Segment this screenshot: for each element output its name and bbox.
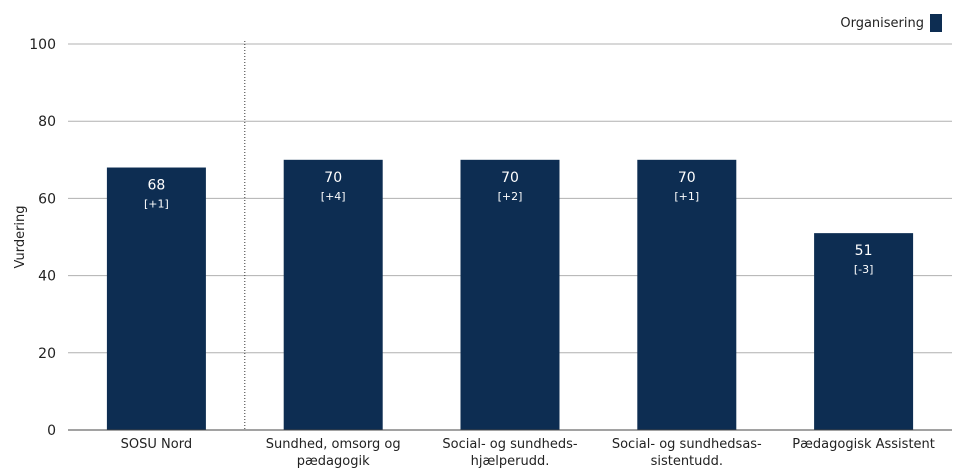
x-tick-label: Pædagogisk Assistent: [792, 437, 935, 452]
bar: [814, 233, 914, 430]
y-tick-label: 20: [38, 346, 56, 362]
y-tick-label: 60: [38, 191, 56, 207]
x-tick-label: sistentudd.: [651, 454, 723, 469]
bar: [283, 159, 383, 431]
legend: Organisering: [840, 14, 942, 32]
bar-value-label: 70: [501, 170, 519, 186]
bar: [106, 167, 206, 430]
x-tick-label: Social- og sundheds-: [442, 437, 577, 452]
x-tick-label: Social- og sundhedsas-: [612, 437, 762, 452]
bar-value-label: 51: [855, 243, 873, 259]
x-tick-label: SOSU Nord: [121, 437, 192, 452]
x-tick-label: pædagogik: [297, 454, 370, 469]
bar-value-label: 70: [324, 170, 342, 186]
bar-change-label: [+1]: [674, 190, 699, 203]
y-axis-title: Vurdering: [13, 205, 28, 268]
bar-value-label: 68: [147, 178, 165, 194]
legend-label: Organisering: [840, 15, 924, 31]
bar-value-label: 70: [678, 170, 696, 186]
bar: [637, 159, 737, 431]
y-tick-label: 0: [47, 423, 56, 439]
y-tick-label: 80: [38, 114, 56, 130]
legend-swatch: [930, 14, 942, 32]
bar-change-label: [+2]: [498, 190, 523, 203]
bar-change-label: [-3]: [854, 263, 874, 276]
bar-change-label: [+1]: [144, 198, 169, 211]
x-tick-label: hjælperudd.: [471, 454, 550, 469]
bar: [460, 159, 560, 431]
y-tick-label: 100: [29, 37, 56, 53]
y-tick-label: 40: [38, 269, 56, 285]
x-tick-label: Sundhed, omsorg og: [266, 437, 401, 452]
bar-change-label: [+4]: [321, 190, 346, 203]
